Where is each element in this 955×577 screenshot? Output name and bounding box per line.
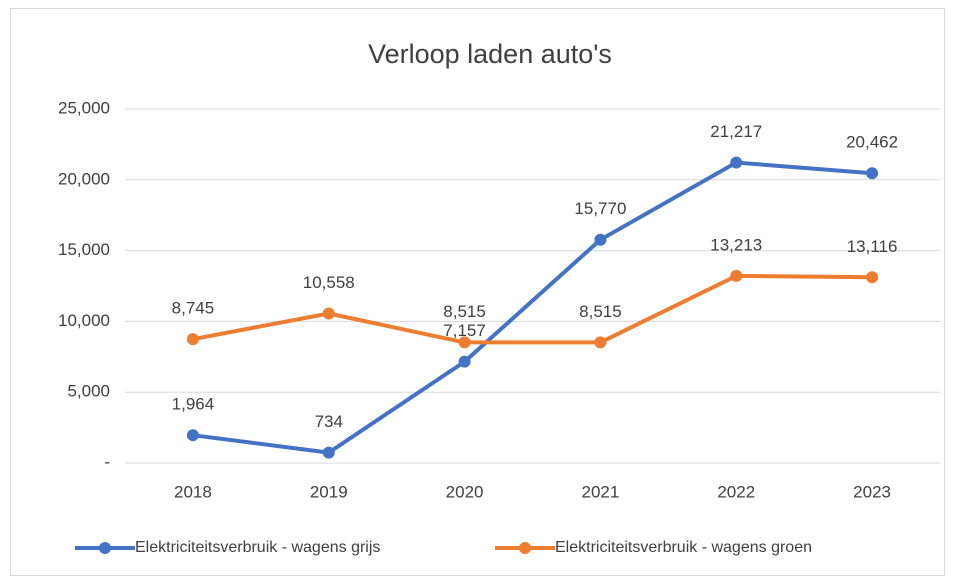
y-tick-label: 5,000 [67, 382, 110, 401]
data-point [866, 167, 879, 180]
data-label: 10,558 [303, 273, 355, 292]
data-point [322, 446, 335, 459]
data-point [458, 336, 471, 349]
data-label: 21,217 [710, 122, 762, 141]
data-point [594, 233, 607, 246]
data-point [186, 429, 199, 442]
x-tick-label: 2023 [853, 482, 891, 501]
series-line [192, 273, 873, 345]
data-label: 8,515 [579, 302, 622, 321]
data-label: 20,462 [846, 133, 898, 152]
data-point [730, 156, 743, 169]
data-label: 8,515 [443, 302, 486, 321]
data-label: 13,213 [710, 235, 762, 254]
data-point [458, 355, 471, 368]
y-tick-label: 10,000 [58, 311, 110, 330]
legend-marker [99, 542, 111, 554]
data-label: 1,964 [172, 395, 215, 414]
data-label: 734 [315, 412, 343, 431]
x-tick-label: 2020 [446, 482, 484, 501]
legend-label: Elektriciteitsverbruik - wagens grijs [135, 539, 380, 556]
data-point [322, 307, 335, 320]
x-tick-label: 2022 [717, 482, 755, 501]
x-tick-label: 2019 [310, 482, 348, 501]
y-tick-label: 15,000 [58, 240, 110, 259]
x-tick-label: 2021 [582, 482, 620, 501]
chart-title: Verloop laden auto's [368, 39, 612, 69]
data-label: 7,157 [443, 321, 486, 340]
y-tick-label: 25,000 [58, 98, 110, 117]
y-tick-label: - [104, 452, 110, 471]
data-label: 13,116 [847, 237, 898, 256]
x-tick-label: 2018 [174, 482, 212, 501]
chart-border [10, 8, 945, 576]
data-point [866, 271, 879, 284]
data-point [594, 336, 607, 349]
series-line [192, 160, 873, 455]
y-tick-label: 20,000 [58, 169, 110, 188]
legend-marker [519, 542, 531, 554]
data-point [730, 269, 743, 282]
data-point [186, 333, 199, 346]
legend-label: Elektriciteitsverbruik - wagens groen [555, 539, 812, 556]
data-label: 15,770 [574, 199, 626, 218]
data-label: 8,745 [172, 299, 215, 318]
